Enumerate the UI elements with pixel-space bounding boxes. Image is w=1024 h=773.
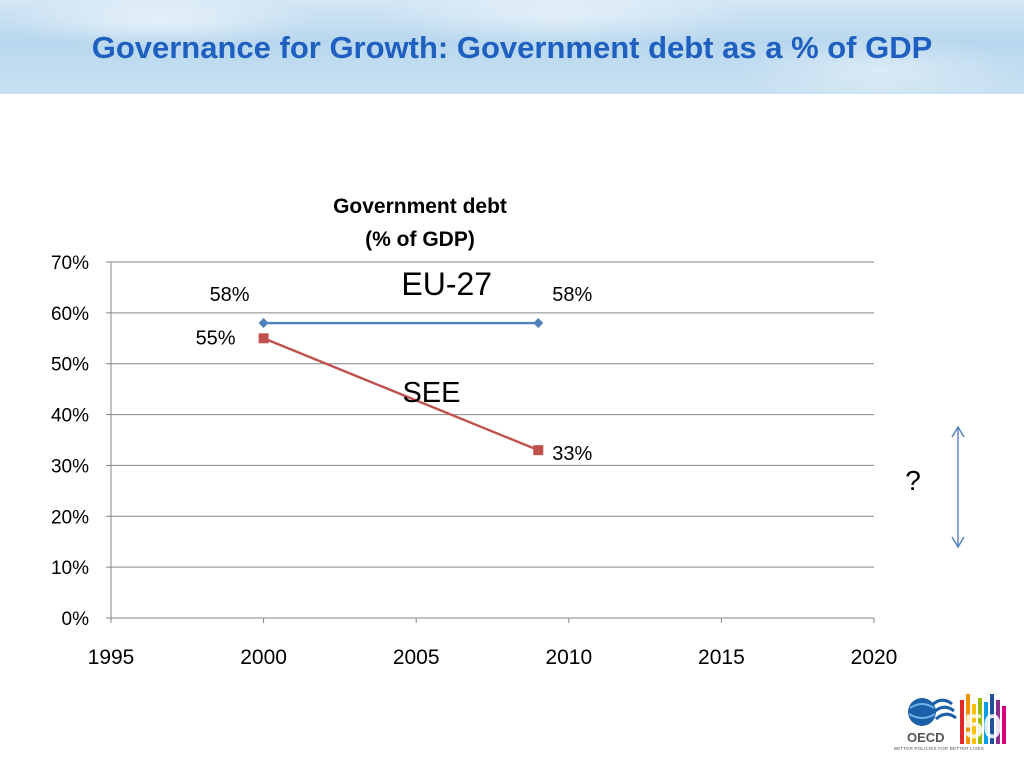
chart-title: Government debt xyxy=(333,195,507,218)
data-label: 55% xyxy=(196,327,236,349)
question-annotation: ? xyxy=(905,425,965,549)
x-tick-label: 2005 xyxy=(393,646,440,669)
series-line-see xyxy=(263,337,539,452)
chart-subtitle: (% of GDP) xyxy=(365,228,475,251)
arrow-head-down xyxy=(951,536,965,549)
y-tick-label: 10% xyxy=(51,558,89,579)
data-point xyxy=(533,318,544,329)
y-tick-label: 50% xyxy=(51,355,89,376)
data-point xyxy=(533,445,544,456)
x-tick-label: 2010 xyxy=(545,646,592,669)
oecd-logo: 50 OECD BETTER POLICIES FOR BETTER LIVES xyxy=(886,672,1024,768)
data-label: 58% xyxy=(210,284,250,306)
x-tick-label: 2020 xyxy=(851,646,898,669)
logo-text: OECD xyxy=(907,730,945,745)
y-tick-label: 60% xyxy=(51,304,89,325)
series-name-label: EU-27 xyxy=(401,266,492,302)
x-tick-label: 1995 xyxy=(88,646,135,669)
arrow-head-up xyxy=(951,425,965,438)
data-label: 33% xyxy=(552,443,592,465)
y-tick-label: 70% xyxy=(51,253,89,274)
data-point xyxy=(258,333,269,344)
y-tick-label: 20% xyxy=(51,507,89,528)
question-mark: ? xyxy=(905,465,921,496)
oecd-logo-graphic: 50 OECD xyxy=(907,694,1006,746)
x-tick-label: 2015 xyxy=(698,646,745,669)
logo-tagline: BETTER POLICIES FOR BETTER LIVES xyxy=(894,746,984,751)
y-tick-label: 0% xyxy=(62,609,90,630)
x-tick-label: 2000 xyxy=(240,646,287,669)
logo-number: 50 xyxy=(964,708,1002,746)
data-point xyxy=(258,318,269,329)
series-name-label: SEE xyxy=(402,377,460,409)
y-tick-label: 40% xyxy=(51,406,89,427)
y-tick-label: 30% xyxy=(51,456,89,477)
data-label: 58% xyxy=(552,284,592,306)
title-banner: Governance for Growth: Government debt a… xyxy=(0,0,1024,94)
slide-title: Governance for Growth: Government debt a… xyxy=(91,30,933,65)
